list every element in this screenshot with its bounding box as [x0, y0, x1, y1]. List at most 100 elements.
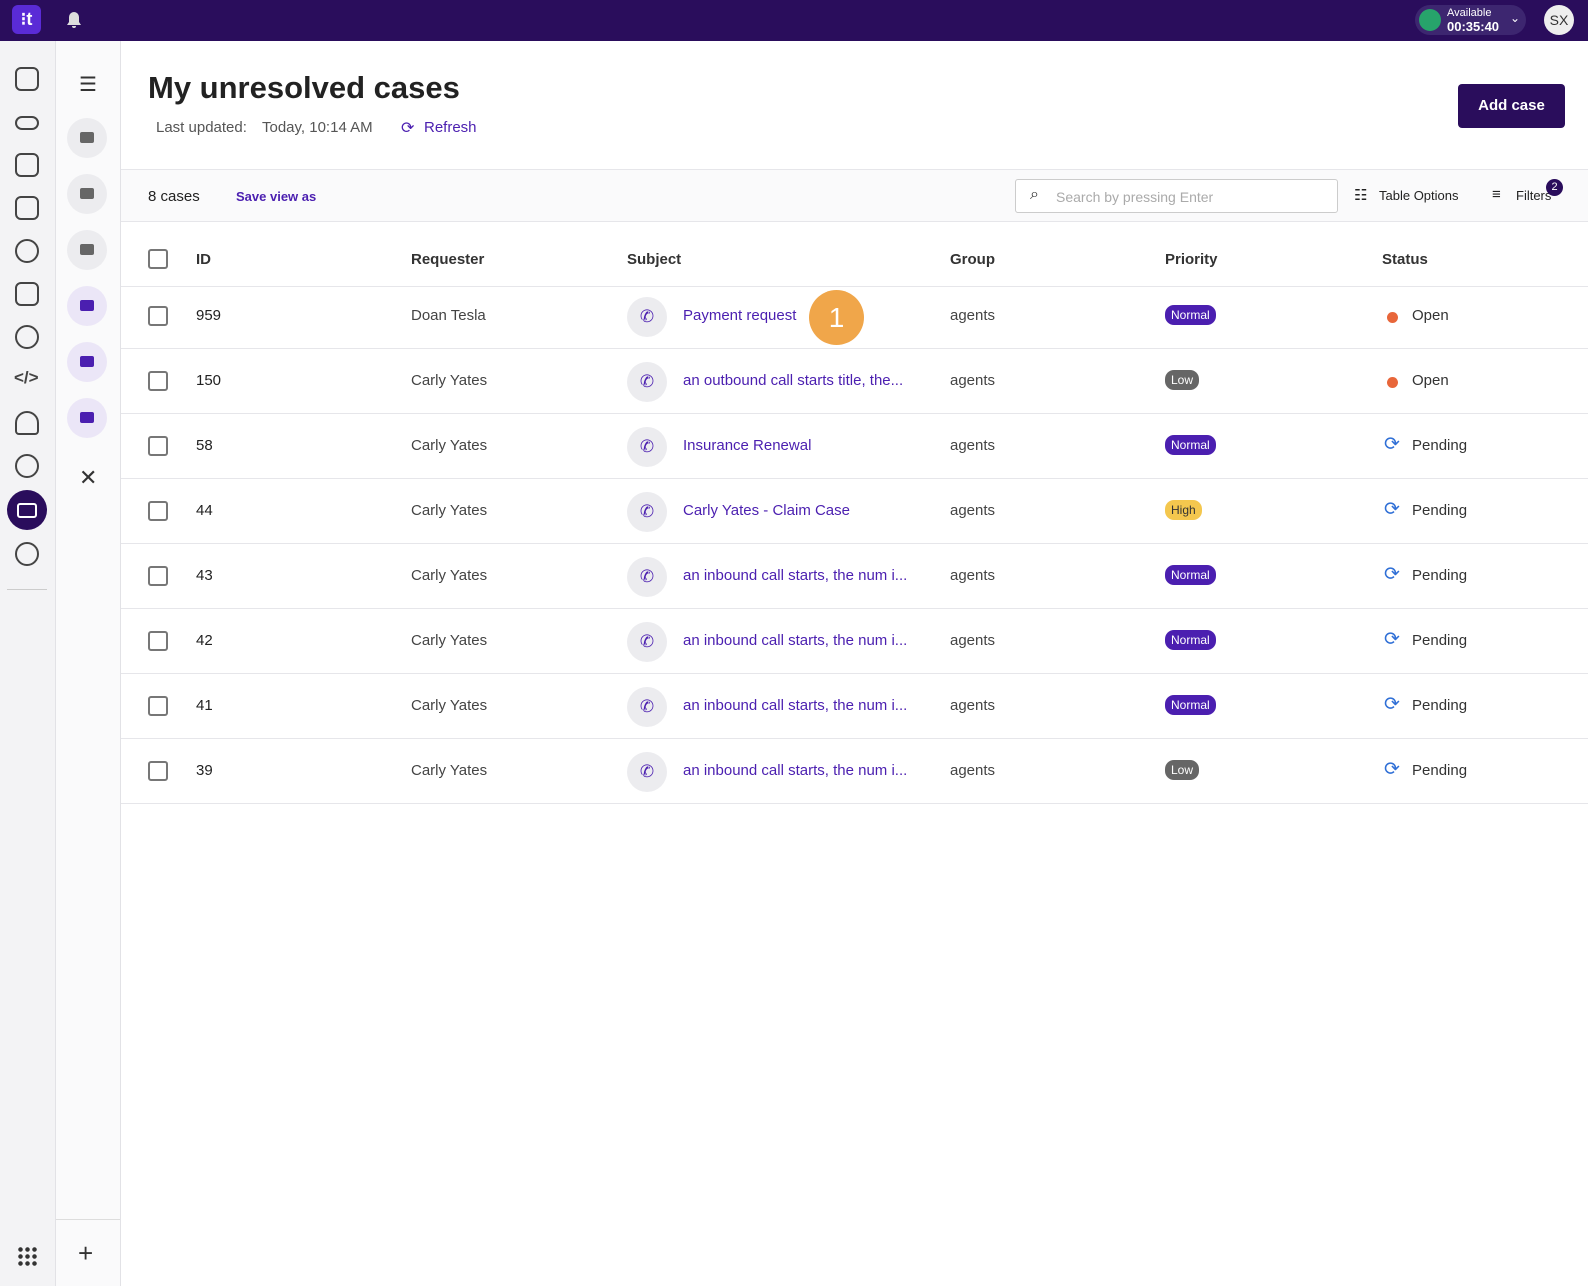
nav-icon[interactable]: </> [14, 368, 39, 387]
nav-icon[interactable] [15, 239, 39, 263]
avatar[interactable]: SX [1544, 5, 1574, 35]
group: agents [950, 762, 996, 779]
column-header: Group [950, 251, 995, 268]
table-options[interactable]: Table Options [1379, 188, 1459, 203]
case-tab[interactable] [67, 286, 107, 326]
status-icon: ⟳ [1384, 499, 1400, 520]
group: agents [950, 632, 996, 649]
nav-icon[interactable] [15, 67, 39, 91]
save-view[interactable]: Save view as [236, 189, 317, 204]
case-tab[interactable] [67, 118, 107, 158]
table-row[interactable]: 150 Carly Yates ✆ an outbound call starts t… [121, 349, 1588, 414]
subject-link[interactable]: an outbound call starts title, the... [683, 372, 904, 389]
table-row[interactable]: 43 Carly Yates ✆ an inbound call starts, th… [121, 544, 1588, 609]
case-id: 43 [196, 567, 213, 584]
case-id: 41 [196, 697, 213, 714]
divider [7, 589, 47, 590]
case-id: 42 [196, 632, 213, 649]
requester: Carly Yates [411, 502, 488, 519]
status-icon: ⟳ [1384, 694, 1400, 715]
nav-icon[interactable] [15, 542, 39, 566]
case-id: 44 [196, 502, 213, 519]
requester: Carly Yates [411, 632, 488, 649]
timer: 00:35:40 [1447, 19, 1500, 34]
logo[interactable]: ⁝t [12, 5, 41, 34]
search-placeholder: Search by pressing Enter [1056, 189, 1214, 205]
subject-link[interactable]: an inbound call starts, the num i... [683, 762, 908, 779]
checkbox[interactable] [148, 436, 168, 456]
nav-active[interactable] [7, 490, 47, 530]
case-id: 959 [196, 307, 222, 324]
nav-icon[interactable] [15, 282, 39, 306]
nav-icon[interactable] [15, 196, 39, 220]
table-row[interactable]: 58 Carly Yates ✆ Insurance Renewal agents Nor… [121, 414, 1588, 479]
status-pill[interactable]: Available 00:35:40 ⌄ [1415, 5, 1526, 35]
phone-icon: ✆ [627, 687, 667, 727]
checkbox[interactable] [148, 761, 168, 781]
column-header: Priority [1165, 251, 1218, 268]
subject-link[interactable]: Carly Yates - Claim Case [683, 502, 850, 519]
table-row[interactable]: 959 Doan Tesla ✆ Payment request agents Norma… [121, 284, 1588, 349]
group: agents [950, 307, 996, 324]
checkbox[interactable] [148, 566, 168, 586]
nav-rail: </> [0, 41, 56, 1286]
group: agents [950, 372, 996, 389]
phone-icon: ✆ [627, 492, 667, 532]
page-title: My unresolved cases [148, 70, 460, 105]
status: Pending [1412, 762, 1468, 779]
subject-link[interactable]: Payment request [683, 307, 797, 324]
status-icon: ⟳ [1384, 759, 1400, 780]
phone-icon: ✆ [627, 557, 667, 597]
priority-pill: Normal [1165, 435, 1216, 455]
status: Pending [1412, 437, 1468, 454]
search-icon: ⌕ [1030, 186, 1039, 203]
subject-link[interactable]: Insurance Renewal [683, 437, 812, 454]
table-row[interactable]: 41 Carly Yates ✆ an inbound call starts, th… [121, 674, 1588, 739]
table-row[interactable]: 44 Carly Yates ✆ Carly Yates - Claim Case ag… [121, 479, 1588, 544]
filters[interactable]: Filters [1516, 188, 1552, 203]
checkbox[interactable] [148, 249, 168, 269]
refresh-icon: ⟳ [401, 120, 415, 137]
subject-link[interactable]: an inbound call starts, the num i... [683, 632, 908, 649]
search-box[interactable]: ⌕ Search by pressing Enter [1015, 179, 1338, 213]
nav-icon[interactable] [15, 116, 39, 130]
refresh[interactable]: Refresh [424, 119, 477, 136]
case-tab[interactable] [67, 342, 107, 382]
bell-icon[interactable] [66, 11, 82, 29]
checkbox[interactable] [148, 501, 168, 521]
status: Available [1447, 7, 1492, 19]
status: Pending [1412, 697, 1468, 714]
table-row[interactable]: 39 Carly Yates ✆ an inbound call starts, th… [121, 739, 1588, 804]
chevron: ⌄ [1510, 11, 1521, 25]
nav-icon[interactable] [15, 411, 39, 435]
status: Pending [1412, 502, 1468, 519]
priority-pill: Normal [1165, 565, 1216, 585]
checkbox[interactable] [148, 631, 168, 651]
nav-icon[interactable] [15, 153, 39, 177]
status: Pending [1412, 567, 1468, 584]
priority-pill: High [1165, 500, 1202, 520]
subject-link[interactable]: an inbound call starts, the num i... [683, 697, 908, 714]
case-tab[interactable] [67, 174, 107, 214]
case-tab[interactable] [67, 230, 107, 270]
add-case-button[interactable]: Add case [1458, 84, 1565, 128]
add-tab[interactable]: + [78, 1238, 94, 1268]
requester: Carly Yates [411, 437, 488, 454]
subject-link[interactable]: an inbound call starts, the num i... [683, 567, 908, 584]
checkbox[interactable] [148, 696, 168, 716]
apps-icon[interactable] [17, 1246, 37, 1266]
case-tab[interactable] [67, 398, 107, 438]
phone-icon: ✆ [627, 297, 667, 337]
column-header: ID [196, 251, 211, 268]
status-dot [1387, 312, 1398, 323]
group: agents [950, 567, 996, 584]
nav-icon[interactable] [15, 325, 39, 349]
requester: Carly Yates [411, 372, 488, 389]
collapse-icon[interactable]: ☰ [79, 74, 97, 96]
nav-icon[interactable] [15, 454, 39, 478]
table-row[interactable]: 42 Carly Yates ✆ an inbound call starts, th… [121, 609, 1588, 674]
checkbox[interactable] [148, 371, 168, 391]
close-icon[interactable]: ✕ [79, 465, 98, 490]
checkbox[interactable] [148, 306, 168, 326]
status-icon: ⟳ [1384, 629, 1400, 650]
